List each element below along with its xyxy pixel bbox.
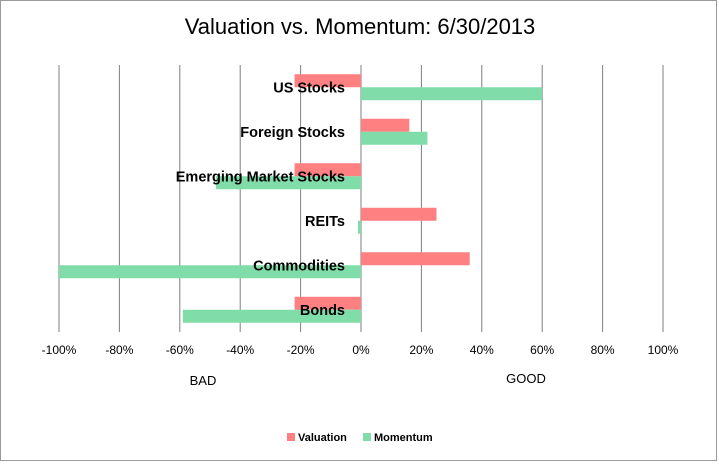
chart-title: Valuation vs. Momentum: 6/30/2013 bbox=[185, 14, 536, 39]
category-label: Emerging Market Stocks bbox=[176, 169, 345, 185]
category-label: Foreign Stocks bbox=[240, 125, 345, 141]
x-tick-label: -40% bbox=[226, 343, 254, 357]
x-tick-label: 20% bbox=[409, 343, 433, 357]
bar-momentum bbox=[59, 265, 361, 279]
category-label: Commodities bbox=[253, 258, 345, 274]
x-tick-label: -60% bbox=[166, 343, 194, 357]
bar-momentum bbox=[357, 220, 361, 234]
legend-label: Valuation bbox=[298, 432, 347, 444]
bar-valuation bbox=[361, 207, 437, 221]
legend-swatch-valuation bbox=[287, 433, 295, 441]
x-tick-label: 60% bbox=[530, 343, 554, 357]
legend-swatch-momentum bbox=[363, 433, 371, 441]
bar-momentum bbox=[361, 87, 543, 101]
category-labels: US Stocks Foreign Stocks Emerging Market S… bbox=[176, 80, 345, 319]
bar-valuation bbox=[361, 118, 410, 132]
bar-momentum bbox=[216, 176, 361, 190]
category-label: US Stocks bbox=[273, 80, 345, 96]
bar-valuation bbox=[361, 252, 470, 266]
x-tick-label: -100% bbox=[42, 343, 77, 357]
bad-label: BAD bbox=[190, 373, 217, 388]
x-tick-label: 40% bbox=[470, 343, 494, 357]
x-tick-label: -20% bbox=[287, 343, 315, 357]
x-tick-labels: -100% -80% -60% -40% -20% 0% 20% 40% 60% 80% 100% bbox=[42, 343, 679, 357]
bars bbox=[59, 74, 543, 323]
bar-valuation bbox=[294, 74, 361, 88]
legend: Valuation Momentum bbox=[287, 432, 433, 444]
bar-momentum bbox=[361, 131, 428, 145]
good-label: GOOD bbox=[506, 371, 546, 386]
gridlines bbox=[58, 65, 664, 332]
x-tick-label: 0% bbox=[352, 343, 370, 357]
bar-valuation bbox=[294, 163, 361, 177]
bar-momentum bbox=[182, 309, 361, 323]
category-label: REITs bbox=[305, 214, 345, 230]
x-tick-label: 100% bbox=[648, 343, 679, 357]
legend-label: Momentum bbox=[374, 432, 433, 444]
bar-valuation bbox=[294, 296, 361, 310]
category-label: Bonds bbox=[300, 303, 345, 319]
x-tick-label: -80% bbox=[105, 343, 133, 357]
x-tick-label: 80% bbox=[591, 343, 615, 357]
